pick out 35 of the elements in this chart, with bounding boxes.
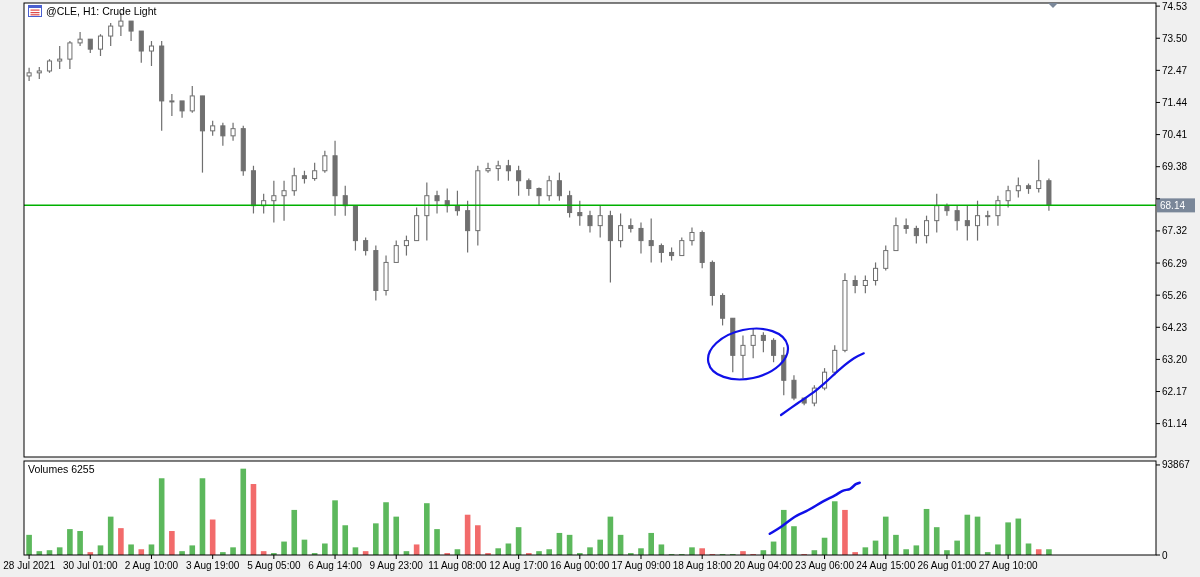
x-tick-label: 28 Jul 2021 <box>3 560 56 571</box>
y-tick-label: 66.29 <box>1162 257 1188 269</box>
y-tick-label: 64.23 <box>1162 321 1188 333</box>
y-tick-label: 0 <box>1162 549 1168 561</box>
y-tick-label: 63.20 <box>1162 353 1188 365</box>
y-tick-label: 69.38 <box>1162 161 1188 173</box>
y-tick-label: 61.14 <box>1162 418 1188 430</box>
y-tick-label: 72.47 <box>1162 64 1188 76</box>
y-tick-label: 62.17 <box>1162 386 1188 398</box>
x-tick-label: 18 Aug 18:00 <box>672 560 733 571</box>
x-tick-label: 16 Aug 00:00 <box>550 560 610 571</box>
chart-title: Volumes 6255 <box>28 463 95 475</box>
y-tick-label: 71.44 <box>1162 96 1188 108</box>
x-tick-label: 5 Aug 05:00 <box>247 560 301 571</box>
ref-line-label: 68.14 <box>1160 200 1186 212</box>
y-tick-label: 74.53 <box>1162 0 1188 12</box>
x-tick-label: 30 Jul 01:00 <box>63 560 118 571</box>
x-tick-label: 9 Aug 23:00 <box>369 560 424 571</box>
y-tick-label: 67.32 <box>1162 225 1188 237</box>
x-tick-label: 12 Aug 17:00 <box>489 560 549 571</box>
x-tick-label: 20 Aug 04:00 <box>733 560 794 571</box>
y-tick-label: 73.50 <box>1162 32 1188 44</box>
x-tick-label: 6 Aug 14:00 <box>308 560 363 571</box>
x-tick-label: 23 Aug 06:00 <box>795 560 855 571</box>
x-tick-label: 11 Aug 08:00 <box>428 560 487 571</box>
x-tick-label: 27 Aug 10:00 <box>978 560 1039 571</box>
y-tick-label: 70.41 <box>1162 129 1188 141</box>
chart-title: @CLE, H1: Crude Light <box>46 5 157 17</box>
y-tick-label: 65.26 <box>1162 289 1188 301</box>
x-tick-label: 3 Aug 19:00 <box>185 560 240 571</box>
y-tick-label: 93867 <box>1162 459 1191 471</box>
x-tick-label: 17 Aug 09:00 <box>611 560 671 571</box>
x-tick-label: 26 Aug 01:00 <box>917 560 977 571</box>
x-tick-label: 2 Aug 10:00 <box>124 560 179 571</box>
x-tick-label: 24 Aug 15:00 <box>856 560 916 571</box>
